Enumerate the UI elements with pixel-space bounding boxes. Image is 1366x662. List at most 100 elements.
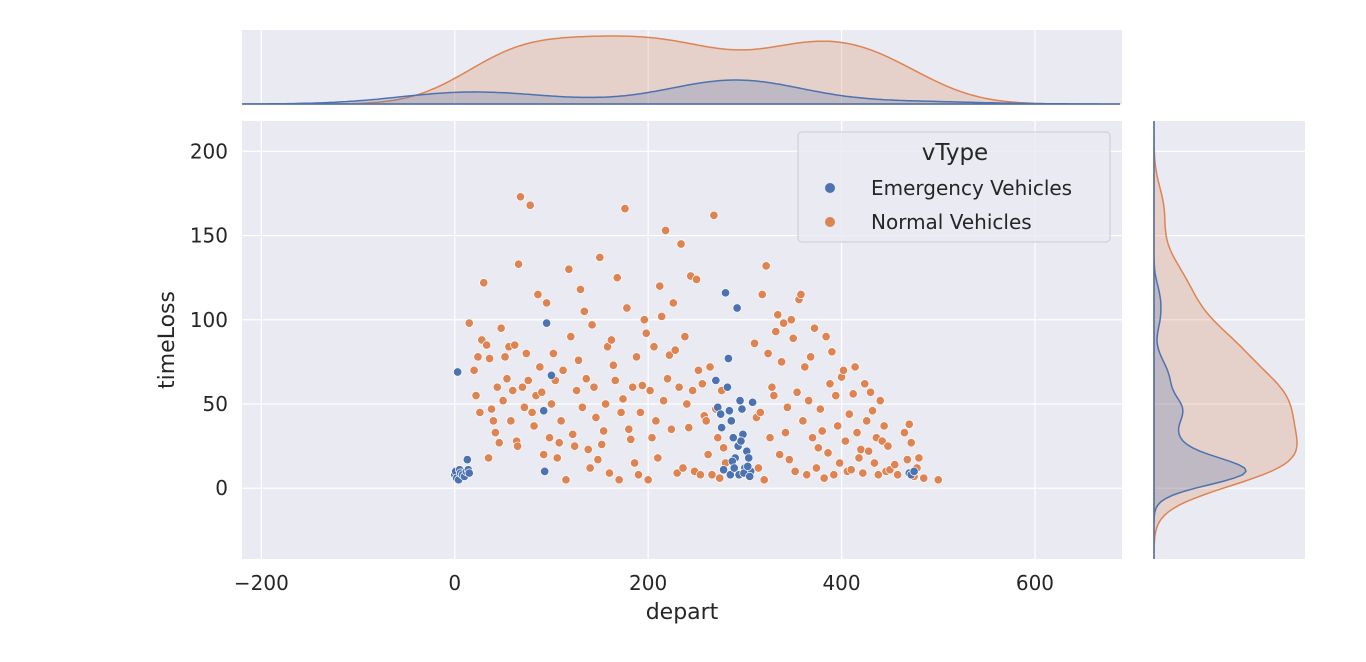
point-normal-vehicle <box>883 441 893 451</box>
point-normal-vehicle <box>635 407 645 417</box>
point-normal-vehicle <box>777 357 787 367</box>
point-normal-vehicle <box>856 444 866 455</box>
point-normal-vehicle <box>676 239 686 249</box>
point-normal-vehicle <box>825 379 835 389</box>
legend-entry-emergency: Emergency Vehicles <box>871 176 1072 200</box>
point-normal-vehicle <box>780 428 791 438</box>
point-normal-vehicle <box>902 455 912 465</box>
point-emergency-vehicle <box>724 406 734 416</box>
point-normal-vehicle <box>786 315 796 325</box>
point-normal-vehicle <box>821 332 831 342</box>
right-kde-normal-vehicles <box>1153 121 1298 559</box>
point-emergency-vehicle <box>748 397 758 407</box>
point-emergency-vehicle <box>737 404 747 414</box>
point-normal-vehicle <box>767 382 777 392</box>
point-normal-vehicle <box>701 416 711 426</box>
point-normal-vehicle <box>529 421 539 431</box>
point-normal-vehicle <box>904 419 914 429</box>
point-normal-vehicle <box>674 382 684 392</box>
point-normal-vehicle <box>542 298 552 308</box>
point-normal-vehicle <box>933 475 943 485</box>
y-tick-label: 150 <box>190 224 228 248</box>
point-normal-vehicle <box>628 382 638 392</box>
point-normal-vehicle <box>893 470 903 480</box>
point-normal-vehicle <box>643 475 653 485</box>
x-tick-label: 200 <box>629 571 667 595</box>
legend: vType Emergency Vehicles Normal Vehicles <box>797 131 1111 243</box>
point-normal-vehicle <box>471 391 481 401</box>
point-normal-vehicle <box>513 441 523 451</box>
point-normal-vehicle <box>765 433 775 443</box>
point-normal-vehicle <box>682 399 692 409</box>
point-normal-vehicle <box>798 416 808 426</box>
point-normal-vehicle <box>486 404 497 414</box>
y-axis-label: timeLoss <box>155 291 180 389</box>
point-normal-vehicle <box>610 375 620 385</box>
point-normal-vehicle <box>854 453 864 463</box>
point-normal-vehicle <box>877 436 887 446</box>
point-normal-vehicle <box>804 396 814 406</box>
point-normal-vehicle <box>778 318 789 328</box>
y-tick-labels: 0 50 100 150 200 <box>190 139 228 500</box>
scatter-points <box>450 192 943 485</box>
point-normal-vehicle <box>653 453 663 463</box>
point-normal-vehicle <box>521 348 531 359</box>
point-normal-vehicle <box>769 391 779 401</box>
y-tick-label: 200 <box>190 139 228 163</box>
point-normal-vehicle <box>693 365 703 375</box>
point-normal-vehicle <box>796 289 806 300</box>
point-normal-vehicle <box>523 375 533 385</box>
point-normal-vehicle <box>840 436 850 446</box>
point-emergency-vehicle <box>735 396 745 406</box>
point-normal-vehicle <box>554 438 564 448</box>
point-normal-vehicle <box>899 428 909 438</box>
point-emergency-vehicle <box>744 453 754 463</box>
point-normal-vehicle <box>867 406 878 416</box>
point-emergency-vehicle <box>743 461 753 471</box>
point-normal-vehicle <box>813 443 823 453</box>
point-normal-vehicle <box>637 380 647 391</box>
point-normal-vehicle <box>846 465 856 475</box>
point-normal-vehicle <box>546 399 556 409</box>
legend-entry-normal: Normal Vehicles <box>871 210 1032 234</box>
point-normal-vehicle <box>672 468 682 478</box>
point-normal-vehicle <box>475 407 485 417</box>
point-normal-vehicle <box>508 385 518 396</box>
point-normal-vehicle <box>827 347 837 357</box>
point-normal-vehicle <box>666 424 676 434</box>
point-emergency-vehicle <box>736 436 746 446</box>
point-normal-vehicle <box>875 396 885 406</box>
point-normal-vehicle <box>792 387 802 397</box>
legend-title: vType <box>922 140 988 166</box>
point-emergency-vehicle <box>539 406 549 416</box>
point-normal-vehicle <box>620 204 630 214</box>
point-normal-vehicle <box>790 466 800 476</box>
legend-marker-emergency <box>825 183 835 193</box>
point-normal-vehicle <box>498 396 508 406</box>
point-normal-vehicle <box>914 453 924 463</box>
right-kde-emergency-vehicles <box>1153 121 1247 559</box>
y-tick-label: 100 <box>190 308 228 332</box>
point-normal-vehicle <box>548 348 558 359</box>
point-normal-vehicle <box>784 455 794 465</box>
point-normal-vehicle <box>568 429 578 439</box>
point-emergency-vehicle <box>720 288 731 298</box>
point-normal-vehicle <box>515 192 526 202</box>
point-normal-vehicle <box>823 448 833 458</box>
point-emergency-vehicle <box>729 463 739 473</box>
point-emergency-vehicle <box>728 433 738 443</box>
point-normal-vehicle <box>833 421 843 431</box>
point-normal-vehicle <box>484 453 494 463</box>
point-normal-vehicle <box>633 470 644 480</box>
y-tick-label: 50 <box>203 392 228 416</box>
point-normal-vehicle <box>577 402 587 412</box>
point-normal-vehicle <box>763 348 773 359</box>
right-marginal-kde <box>1153 121 1305 559</box>
point-normal-vehicle <box>514 259 524 269</box>
point-normal-vehicle <box>873 470 883 480</box>
point-normal-vehicle <box>651 416 661 426</box>
x-tick-label: 600 <box>1016 571 1054 595</box>
point-normal-vehicle <box>817 426 827 436</box>
point-normal-vehicle <box>831 391 841 401</box>
